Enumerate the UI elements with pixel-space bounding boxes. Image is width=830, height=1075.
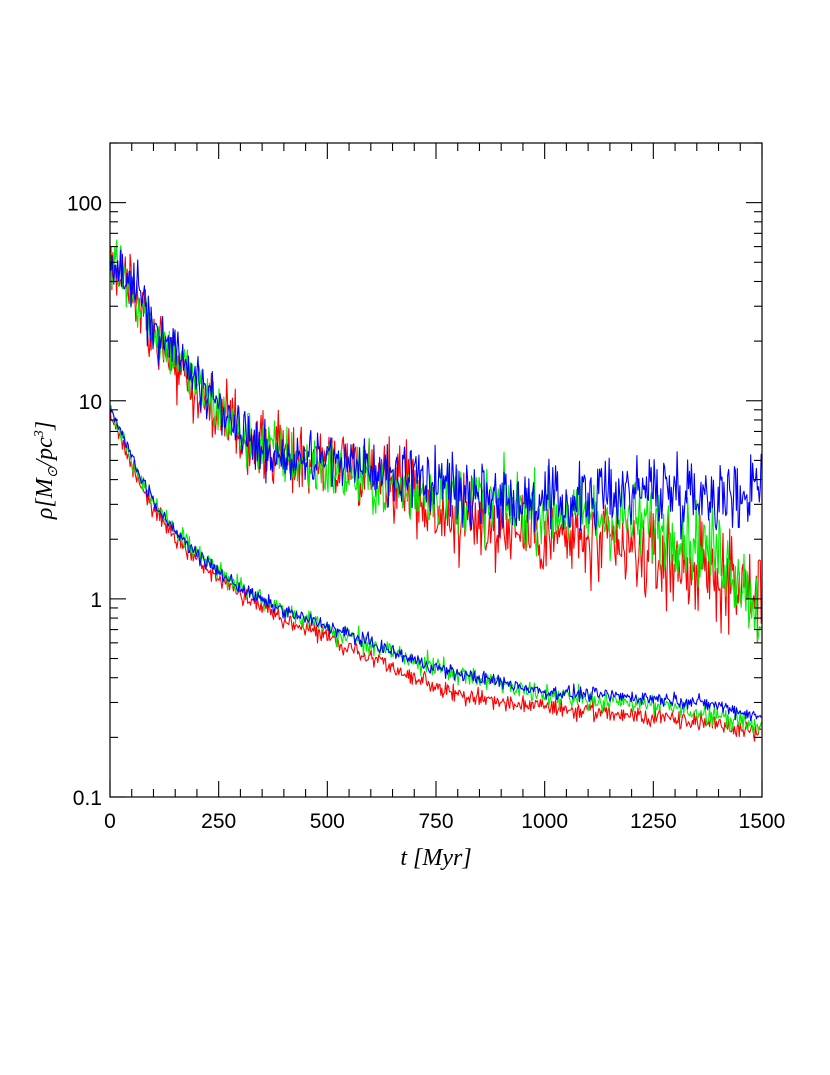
tick-label-layer: 0 250 500 750 1000 1250 1500 0.1 1 10 100 (67, 193, 785, 833)
y-axis-label: ρ[M⊙/pc3] (32, 421, 61, 520)
series-layer (109, 239, 762, 742)
y-label-close: ] (32, 421, 58, 431)
x-tick-label: 250 (201, 810, 236, 833)
y-tick-label: 0.1 (73, 787, 102, 810)
y-tick-label: 100 (67, 193, 102, 216)
x-tick-label: 0 (104, 810, 116, 833)
x-tick-label: 750 (418, 810, 453, 833)
y-label-rho: ρ (32, 508, 58, 521)
x-axis-label: t [Myr] (400, 845, 471, 871)
x-tick-label: 1000 (521, 810, 568, 833)
y-label-slash: /pc (32, 437, 58, 469)
series-line-red-lower (109, 404, 762, 742)
series-line-red-upper (109, 246, 762, 643)
series-line-blue-lower (109, 407, 762, 722)
tick-layer (109, 142, 763, 798)
y-tick-label: 10 (79, 391, 102, 414)
y-label-cube: 3 (32, 430, 47, 438)
series-line-blue-upper (109, 249, 762, 540)
x-tick-label: 1500 (739, 810, 786, 833)
svg-text:ρ[M⊙/pc3]: ρ[M⊙/pc3] (32, 421, 61, 520)
y-label-open: [M (32, 476, 58, 507)
series-line-green-upper (109, 239, 762, 643)
y-label-sun: ⊙ (46, 466, 61, 478)
x-tick-label: 500 (310, 810, 345, 833)
x-tick-label: 1250 (630, 810, 677, 833)
plot-frame (109, 142, 763, 798)
y-tick-label: 1 (90, 589, 102, 612)
